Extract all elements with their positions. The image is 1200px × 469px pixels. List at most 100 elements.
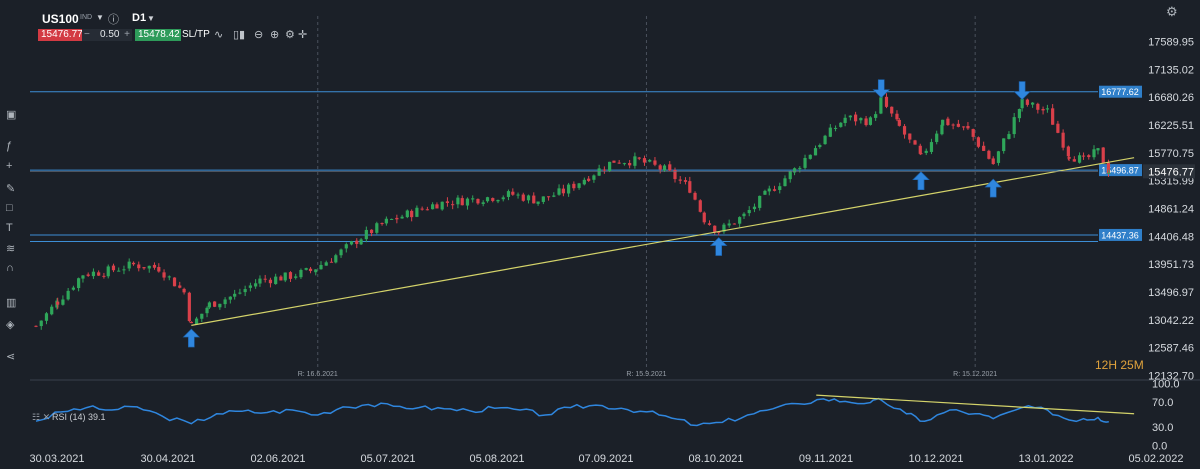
candle-body: [1002, 138, 1006, 152]
zoom-out-icon[interactable]: ⊖: [254, 29, 264, 41]
candle-body: [81, 275, 85, 279]
candle-body: [966, 125, 970, 129]
bars-icon[interactable]: ▥: [6, 297, 17, 309]
candle-body: [521, 194, 525, 201]
candle-body: [622, 163, 627, 165]
candle-body: [395, 217, 399, 220]
candle-body: [77, 278, 81, 289]
x-tick-label: 08.10.2021: [688, 453, 743, 465]
minus-icon[interactable]: −: [84, 29, 90, 40]
candle-body: [637, 157, 641, 159]
rsi-trend-line: [816, 394, 1135, 415]
candle-body: [279, 276, 283, 281]
candle-body: [162, 272, 166, 278]
price-level-label: 16777.62: [1101, 87, 1139, 97]
screen-icon[interactable]: ▣: [6, 109, 17, 121]
candle-body: [349, 241, 354, 245]
candle-body: [1077, 155, 1082, 163]
candle-body: [61, 299, 65, 305]
candle-body: [582, 179, 586, 185]
candle-body: [491, 198, 495, 201]
candle-body: [56, 301, 60, 305]
candle-body: [127, 261, 131, 269]
candle-body: [895, 113, 899, 120]
candle-body: [763, 190, 767, 195]
candle-body: [465, 198, 470, 206]
candle-body: [1051, 108, 1055, 125]
candle-body: [344, 244, 348, 249]
candle-body: [258, 278, 262, 284]
fibonacci-icon[interactable]: ≋: [6, 243, 16, 255]
y-tick-label: 12132.70: [1148, 371, 1194, 383]
chart-toolbar: US100 IND ▼ ⓘ D1 ▼ 15476.77 − 0.50 + 154…: [0, 0, 1200, 48]
chevron-down-icon[interactable]: ▼: [147, 14, 155, 23]
candle-body: [248, 285, 252, 288]
arrow-up-icon: [912, 171, 930, 191]
candle-body: [304, 268, 308, 270]
arrow-down-icon: [1013, 81, 1031, 100]
y-axis: 17589.95 17135.02 16680.26 16225.51 15770.75…: [30, 37, 1195, 383]
candle-body: [471, 198, 475, 200]
function-icon[interactable]: ƒ: [6, 140, 13, 152]
candle-body: [91, 271, 96, 277]
candle-body: [884, 96, 889, 107]
candle-body: [207, 302, 211, 308]
timeframe-selector[interactable]: D1: [132, 12, 147, 24]
share-icon[interactable]: ⋖: [6, 351, 16, 363]
line-chart-icon[interactable]: ∿: [214, 29, 224, 41]
layers-icon[interactable]: ◈: [6, 319, 15, 331]
candle-body: [369, 229, 374, 234]
info-icon[interactable]: ⓘ: [108, 14, 119, 26]
candle-body: [843, 117, 847, 123]
y-tick-label: 12587.46: [1148, 343, 1194, 355]
candle-body: [1036, 103, 1040, 110]
settings-icon[interactable]: ⚙: [285, 29, 295, 41]
close-icon[interactable]: ☷ ✕: [32, 412, 50, 422]
candles-icon[interactable]: ▯▮: [233, 29, 246, 41]
candle-body: [324, 262, 328, 266]
candle-body: [355, 240, 359, 244]
rectangle-icon[interactable]: □: [6, 202, 13, 214]
plus-icon[interactable]: +: [6, 160, 13, 172]
text-icon[interactable]: T: [6, 222, 13, 234]
candles: [34, 92, 1111, 330]
plus-icon[interactable]: +: [124, 29, 130, 40]
candle-body: [451, 204, 455, 206]
candle-body: [572, 183, 576, 189]
candle-body: [511, 191, 515, 195]
pen-icon[interactable]: ✎: [6, 183, 16, 195]
sell-button[interactable]: 15476.77: [38, 29, 84, 41]
quantity-stepper[interactable]: − 0.50 +: [82, 29, 132, 41]
candle-body: [1067, 156, 1071, 159]
candle-body: [941, 119, 945, 126]
candle-body: [1106, 162, 1111, 174]
candle-body: [778, 186, 782, 190]
magnet-icon[interactable]: ∩: [6, 262, 14, 274]
candle-body: [390, 218, 394, 220]
candle-body: [233, 293, 237, 297]
candle-body: [86, 274, 90, 276]
gear-icon[interactable]: ⚙: [1166, 4, 1178, 19]
zoom-in-icon[interactable]: ⊕: [270, 29, 280, 41]
chevron-down-icon[interactable]: ▼: [96, 13, 104, 22]
buy-button[interactable]: 15478.42: [135, 29, 181, 41]
candle-body: [956, 123, 960, 127]
candle-body: [962, 126, 966, 128]
candle-body: [415, 207, 419, 217]
candle-body: [546, 196, 551, 198]
candle-body: [283, 272, 287, 281]
candle-body: [218, 303, 222, 308]
candle-body: [142, 267, 146, 269]
sltp-button[interactable]: SL/TP: [182, 29, 210, 40]
candle-body: [213, 301, 217, 307]
symbol-selector[interactable]: US100: [42, 12, 79, 26]
candle-body: [329, 261, 334, 263]
rsi-line: [35, 397, 1109, 427]
candle-body: [384, 218, 388, 224]
candle-body: [137, 264, 141, 269]
candle-body: [445, 201, 450, 203]
crosshair-icon[interactable]: ✛: [298, 29, 308, 41]
candle-body: [1045, 108, 1050, 110]
buy-price: 15478.42: [138, 29, 180, 40]
